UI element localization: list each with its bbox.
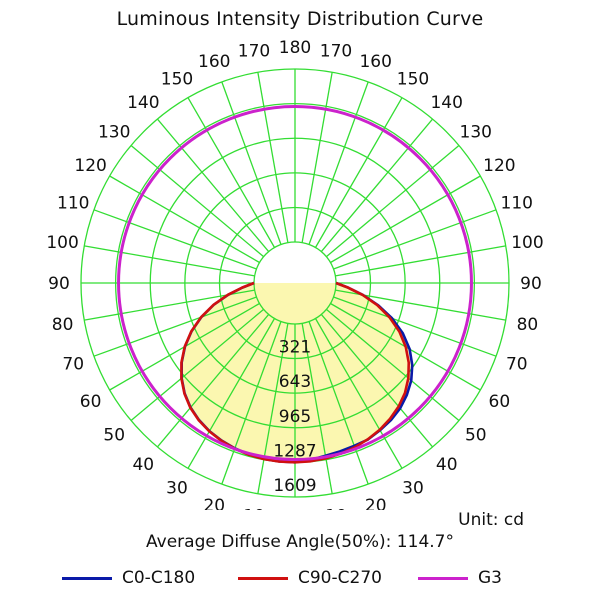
grid-spoke: [187, 318, 276, 469]
grid-spoke: [156, 118, 270, 253]
average-diffuse-angle: Average Diffuse Angle(50%): 114.7°: [146, 532, 454, 552]
angle-label-right: 140: [430, 93, 462, 113]
grid-spoke: [320, 118, 434, 253]
series-line-c90-c270: [180, 281, 411, 464]
radial-tick-label: 643: [279, 372, 311, 392]
legend-label: C90-C270: [298, 568, 382, 588]
angle-label-left: 170: [238, 42, 270, 62]
angle-label-right: 80: [517, 315, 539, 335]
grid-spoke: [156, 313, 270, 448]
grid-spoke: [333, 296, 497, 357]
angle-label-right: 120: [483, 156, 515, 176]
legend-item-c90-c270: C90-C270: [238, 566, 382, 590]
legend-item-g3: G3: [418, 566, 502, 590]
angle-label-left: 20: [203, 496, 225, 510]
angle-label-left: 100: [46, 233, 78, 253]
grid-spoke: [301, 72, 333, 243]
angle-label-left: 10: [243, 506, 265, 510]
angle-label-left: 50: [103, 426, 125, 446]
grid-spoke: [314, 318, 403, 469]
radial-tick-label: 1287: [273, 441, 316, 461]
grid-spoke: [325, 308, 460, 422]
angle-label-left: 30: [166, 478, 188, 498]
angle-label-left: 140: [127, 93, 159, 113]
legend-label: G3: [478, 568, 502, 588]
angle-label-right: 130: [460, 122, 492, 142]
grid-spoke: [84, 245, 255, 277]
grid-spoke: [93, 296, 257, 357]
grid-spoke: [109, 175, 260, 264]
legend-swatch: [62, 576, 112, 580]
angle-label-right: 150: [397, 70, 429, 90]
angle-label-right: 10: [325, 506, 347, 510]
polar-plot: 3216439651287160901020304050607080901001…: [46, 38, 543, 510]
grid-spoke: [93, 209, 257, 270]
grid-spoke: [221, 321, 282, 485]
angle-label-left: 110: [57, 193, 89, 213]
grid-spoke: [257, 323, 289, 494]
angle-label-left: 90: [48, 274, 70, 294]
unit-label: Unit: cd: [458, 510, 524, 530]
angle-label-right: 160: [359, 52, 391, 72]
angle-label-left: 120: [74, 156, 106, 176]
grid-spoke: [130, 144, 265, 258]
grid-spoke: [330, 175, 481, 264]
intensity-fill-area: [181, 283, 413, 463]
grid-spoke: [320, 313, 434, 448]
angle-label-right: 40: [436, 455, 458, 475]
angle-label-left: 60: [80, 392, 102, 412]
angle-label-right: 170: [320, 42, 352, 62]
grid-spoke: [335, 245, 506, 277]
grid-spoke: [333, 209, 497, 270]
radial-tick-label: 321: [279, 338, 311, 358]
angle-label-left: 180: [279, 38, 311, 58]
legend-swatch: [238, 576, 288, 580]
angle-label-left: 80: [52, 315, 74, 335]
legend: C0-C180 C90-C270 G3: [0, 566, 600, 590]
legend-item-c0-c180: C0-C180: [62, 566, 195, 590]
grid-spoke: [308, 81, 369, 245]
legend-swatch: [418, 576, 468, 580]
angle-label-left: 150: [161, 70, 193, 90]
grid-spoke: [308, 321, 369, 485]
grid-spoke: [187, 97, 276, 248]
grid-spoke: [314, 97, 403, 248]
radial-tick-label: 1609: [273, 476, 316, 496]
angle-label-right: 30: [402, 478, 424, 498]
chart-title: Luminous Intensity Distribution Curve: [116, 8, 484, 30]
angle-label-left: 160: [198, 52, 230, 72]
angle-label-right: 50: [465, 426, 487, 446]
angle-label-right: 100: [511, 233, 543, 253]
grid-spoke: [130, 308, 265, 422]
angle-label-right: 20: [365, 496, 387, 510]
angle-label-left: 130: [98, 122, 130, 142]
angle-label-right: 90: [520, 274, 542, 294]
angle-label-left: 70: [62, 355, 84, 375]
grid-spoke: [221, 81, 282, 245]
series-line-g3: [117, 105, 473, 461]
angle-label-left: 40: [132, 455, 154, 475]
grid-spoke: [325, 144, 460, 258]
angle-label-right: 110: [501, 193, 533, 213]
radial-tick-label: 965: [279, 407, 311, 427]
angle-label-right: 70: [506, 355, 528, 375]
grid-spoke: [257, 72, 289, 243]
angle-label-right: 60: [489, 392, 511, 412]
legend-label: C0-C180: [122, 568, 196, 588]
grid-spoke: [301, 323, 333, 494]
